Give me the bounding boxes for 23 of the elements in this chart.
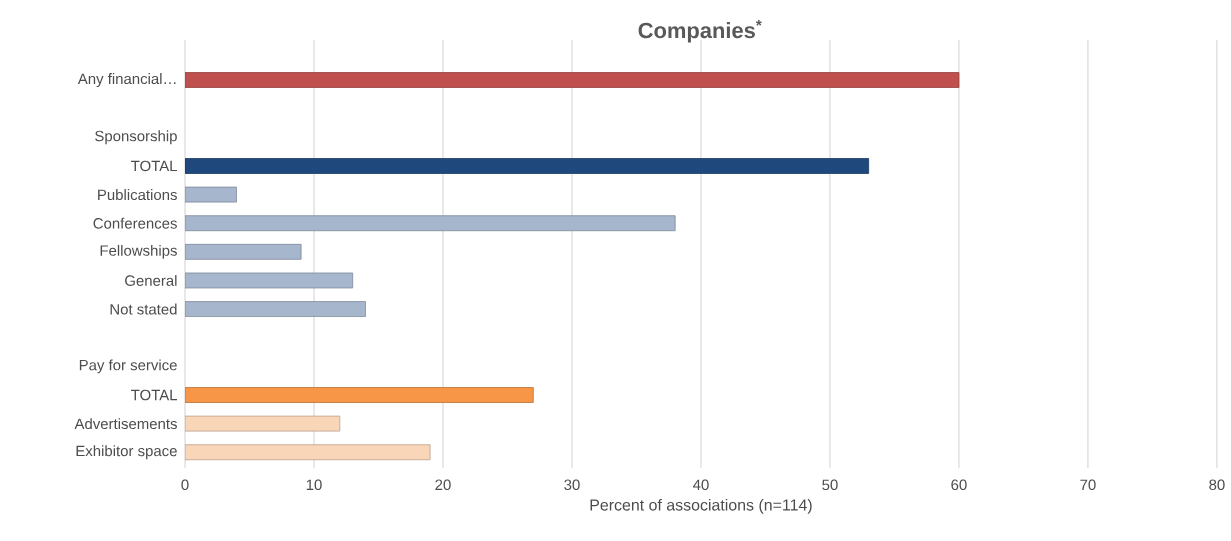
y-tick-label: Exhibitor space [76, 445, 177, 460]
y-tick-label: Conferences [93, 217, 177, 229]
x-tick-label: 60 [951, 479, 967, 491]
x-tick-label: 30 [564, 479, 580, 491]
y-tick-label: General [125, 274, 177, 286]
x-tick-label: 80 [1209, 479, 1225, 491]
x-tick-label: 20 [435, 479, 451, 491]
y-tick-label: Sponsorship [95, 130, 177, 145]
x-tick-label: 70 [1080, 479, 1096, 491]
y-tick-label: Publications [98, 189, 177, 201]
y-tick-label: Fellowships [100, 244, 177, 259]
y-tick-label: TOTAL [131, 160, 177, 172]
y-tick-label: Any financial… [77, 73, 176, 88]
x-axis-title: Percent of associations (n=114) [590, 498, 812, 514]
chart-title: Companies$^{*}$ [638, 19, 762, 43]
y-tick-label: Advertisements [74, 418, 177, 430]
x-tick-label: 40 [692, 479, 709, 491]
x-tick-label: 50 [822, 479, 838, 491]
x-tick-label: 0 [181, 479, 189, 491]
y-tick-label: Not stated [110, 303, 177, 315]
y-tick-label: TOTAL [131, 389, 177, 401]
y-tick-label: Pay for service [79, 359, 177, 374]
x-tick-label: 10 [306, 479, 322, 491]
